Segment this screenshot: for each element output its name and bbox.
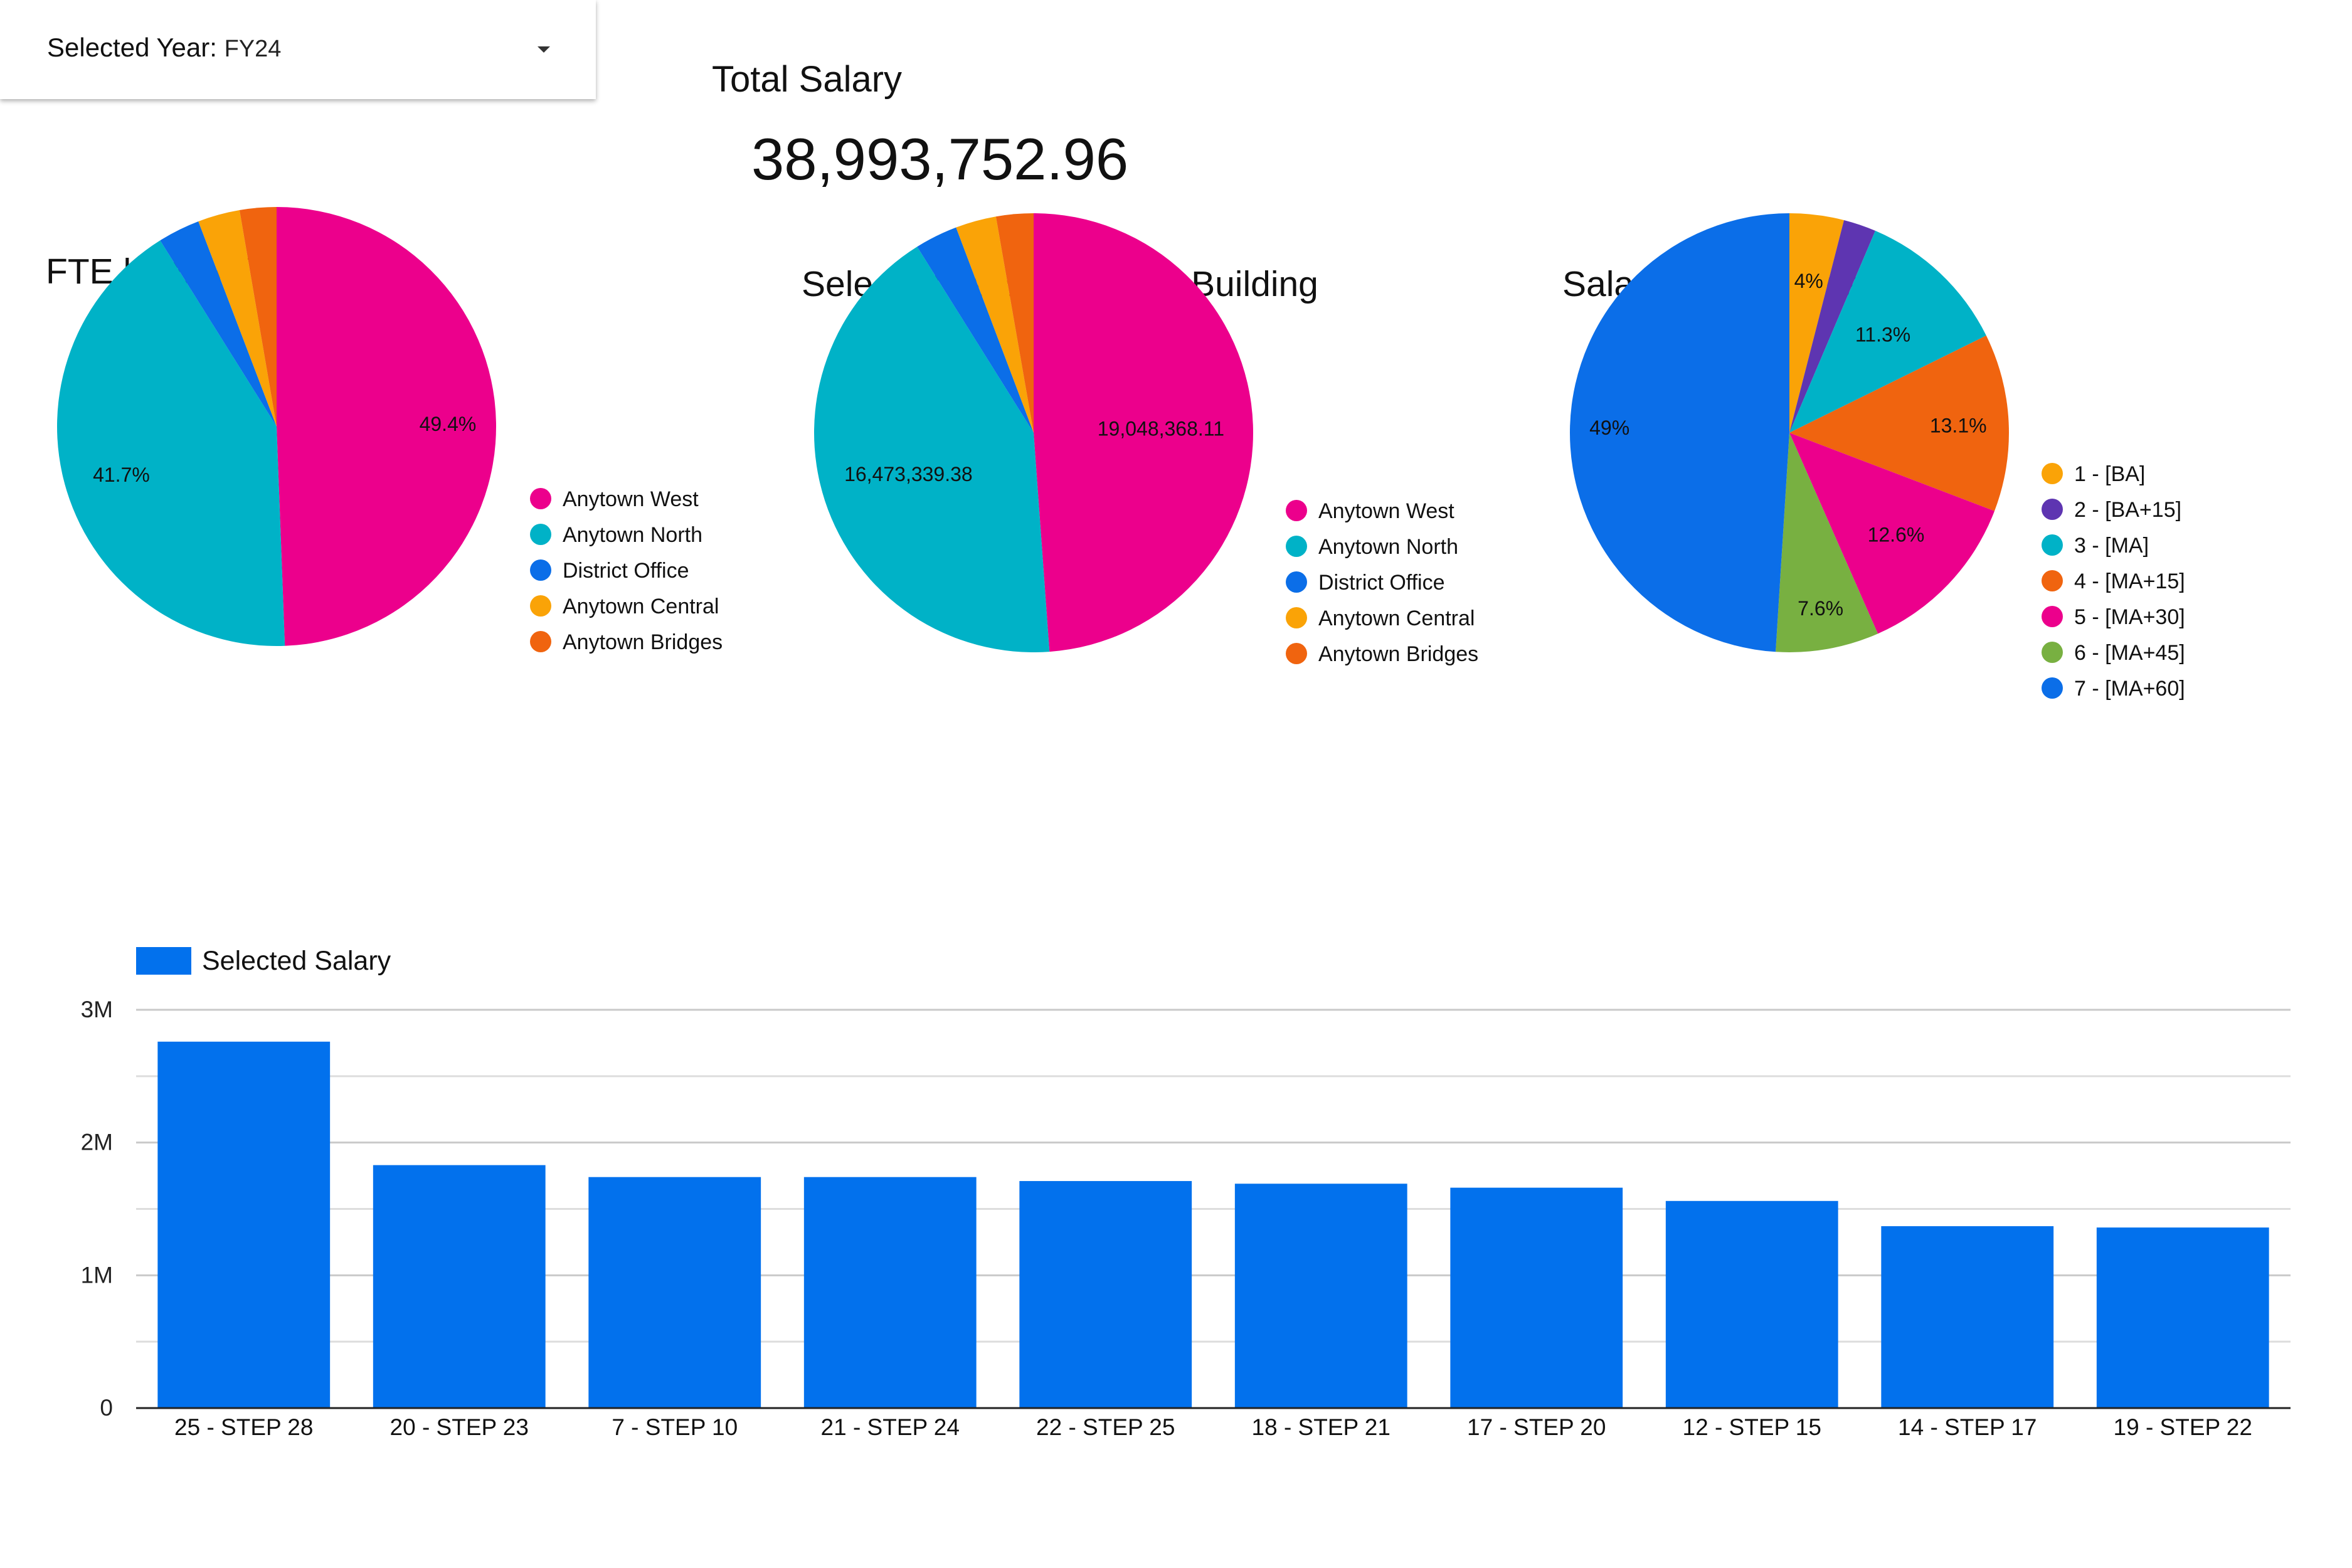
- y-tick-label: 2M: [81, 1130, 113, 1155]
- legend-marker-anytown-north: [1286, 536, 1307, 557]
- x-tick-label: 21 - STEP 24: [821, 1414, 960, 1440]
- legend-label-6-ma-45: 6 - [MA+45]: [2074, 641, 2185, 665]
- legend-swatch-selected-salary: [136, 947, 191, 975]
- pie-data-label: 11.3%: [1855, 323, 1910, 346]
- legend-marker-4-ma-15: [2042, 570, 2063, 591]
- bar-21-step-24: [803, 1177, 977, 1408]
- legend-label-2-ba-15: 2 - [BA+15]: [2074, 498, 2181, 522]
- pie-data-label: 49%: [1589, 416, 1629, 439]
- legend-marker-2-ba-15: [2042, 499, 2063, 520]
- year-selector-value: FY24: [224, 36, 282, 62]
- legend-label-anytown-central: Anytown Central: [563, 595, 719, 618]
- bar-17-step-20: [1450, 1187, 1623, 1408]
- pie-slice-district-office: [160, 221, 277, 426]
- legend-marker-5-ma-30: [2042, 606, 2063, 627]
- legend-label-anytown-west: Anytown West: [1318, 499, 1454, 523]
- bar-12-step-15: [1665, 1200, 1838, 1408]
- x-tick-label: 7 - STEP 10: [612, 1414, 738, 1440]
- pie-slice-anytown-west: [277, 207, 497, 646]
- pie-chart-selected-year-salary-by-building: 19,048,368.11 16,473,339.38 Anytown West An…: [813, 213, 1478, 666]
- y-tick-label: 1M: [81, 1262, 113, 1288]
- pie-slice-anytown-bridges: [239, 207, 277, 426]
- legend-label-anytown-north: Anytown North: [1318, 535, 1458, 559]
- legend-marker-anytown-central: [1286, 607, 1307, 628]
- kpi-value: 38,993,752.96: [751, 126, 1129, 192]
- legend-label-selected-salary: Selected Salary: [202, 946, 391, 976]
- bar-chart-selected-salary: 0 1M 2M 3M 25 - STEP 28 20 - STEP 23 7 - STEP …: [81, 946, 2291, 1440]
- legend-label-7-ma-60: 7 - [MA+60]: [2074, 677, 2185, 701]
- x-tick-label: 25 - STEP 28: [174, 1414, 313, 1440]
- bar-19-step-22: [2096, 1227, 2269, 1408]
- x-tick-label: 12 - STEP 15: [1683, 1414, 1821, 1440]
- x-tick-label: 14 - STEP 17: [1898, 1414, 2037, 1440]
- x-tick-label: 19 - STEP 22: [2114, 1414, 2252, 1440]
- x-tick-label: 22 - STEP 25: [1036, 1414, 1175, 1440]
- y-tick-label: 3M: [81, 997, 113, 1022]
- pie-slice-7-ma-60: [1570, 213, 1789, 652]
- legend-label-3-ma: 3 - [MA]: [2074, 534, 2149, 558]
- bar-14-step-17: [1881, 1226, 2054, 1408]
- legend-label-district-office: District Office: [1318, 571, 1445, 595]
- x-tick-label: 20 - STEP 23: [390, 1414, 529, 1440]
- legend-label-anytown-west: Anytown West: [563, 487, 699, 511]
- year-selector-label: Selected Year: FY24: [47, 33, 282, 62]
- pie-data-label: 12.6%: [1868, 524, 1925, 546]
- legend-marker-district-office: [1286, 571, 1307, 593]
- bar-7-step-10: [588, 1177, 761, 1408]
- pie-data-label: 49.4%: [420, 413, 477, 435]
- pie-data-label: 41.7%: [93, 464, 150, 486]
- pie-slice-4-ma-15: [1789, 336, 2009, 511]
- pie-data-label: 4%: [1794, 270, 1823, 292]
- legend-label-anytown-bridges: Anytown Bridges: [563, 630, 723, 654]
- legend-label-district-office: District Office: [563, 559, 689, 583]
- pie-data-label: 16,473,339.38: [844, 463, 973, 485]
- legend-label-anytown-central: Anytown Central: [1318, 607, 1475, 630]
- legend-marker-anytown-central: [530, 595, 551, 617]
- pie-slice-anytown-bridges: [995, 213, 1034, 433]
- x-tick-label: 17 - STEP 20: [1467, 1414, 1606, 1440]
- pie-data-label: 13.1%: [1930, 414, 1987, 437]
- legend-marker-anytown-west: [530, 488, 551, 509]
- pie-slice-anytown-central: [198, 210, 277, 426]
- chevron-down-icon: [538, 46, 550, 53]
- legend-marker-district-office: [530, 559, 551, 581]
- pie-slice-2-ba-15: [1789, 220, 1875, 433]
- legend-label-anytown-north: Anytown North: [563, 523, 702, 547]
- legend-label-5-ma-30: 5 - [MA+30]: [2074, 605, 2185, 629]
- legend-marker-anytown-bridges: [1286, 643, 1307, 664]
- year-selector-dropdown[interactable]: Selected Year: FY24: [0, 0, 596, 99]
- legend-marker-anytown-west: [1286, 500, 1307, 521]
- legend-marker-anytown-bridges: [530, 631, 551, 652]
- pie-slice-5-ma-30: [1789, 433, 1995, 634]
- legend-marker-anytown-north: [530, 524, 551, 545]
- pie-data-label: 19,048,368.11: [1098, 418, 1224, 440]
- pie-slice-3-ma: [1789, 230, 1986, 433]
- legend-label-1-ba: 1 - [BA]: [2074, 462, 2145, 486]
- pie-slice-6-ma-45: [1776, 433, 1878, 652]
- pie-slice-anytown-north: [56, 240, 285, 646]
- y-tick-label: 0: [100, 1395, 113, 1421]
- legend-marker-3-ma: [2042, 534, 2063, 556]
- legend-marker-6-ma-45: [2042, 642, 2063, 663]
- pie-chart-fte-by-building: 49.4% 41.7% Anytown West Anytown North Distr…: [56, 207, 723, 654]
- bar-22-step-25: [1019, 1181, 1192, 1408]
- x-tick-label: 18 - STEP 21: [1252, 1414, 1391, 1440]
- legend-marker-7-ma-60: [2042, 677, 2063, 699]
- pie-slice-1-ba: [1789, 213, 1845, 433]
- legend-label-anytown-bridges: Anytown Bridges: [1318, 642, 1478, 666]
- legend-marker-1-ba: [2042, 463, 2063, 484]
- bar-18-step-21: [1234, 1184, 1407, 1408]
- pie-slice-anytown-central: [956, 216, 1034, 433]
- kpi-title: Total Salary: [712, 59, 903, 100]
- pie-slice-anytown-west: [1034, 213, 1254, 652]
- legend-label-4-ma-15: 4 - [MA+15]: [2074, 569, 2185, 593]
- pie-data-label: 7.6%: [1798, 597, 1843, 620]
- bar-20-step-23: [373, 1165, 546, 1408]
- bar-25-step-28: [157, 1041, 331, 1408]
- pie-slice-district-office: [917, 227, 1034, 433]
- pie-slice-anytown-north: [813, 246, 1050, 652]
- pie-chart-salary-by-columns: 4% 11.3% 13.1% 12.6% 7.6% 49% 1 - [BA] 2 - [BA+…: [1570, 213, 2185, 701]
